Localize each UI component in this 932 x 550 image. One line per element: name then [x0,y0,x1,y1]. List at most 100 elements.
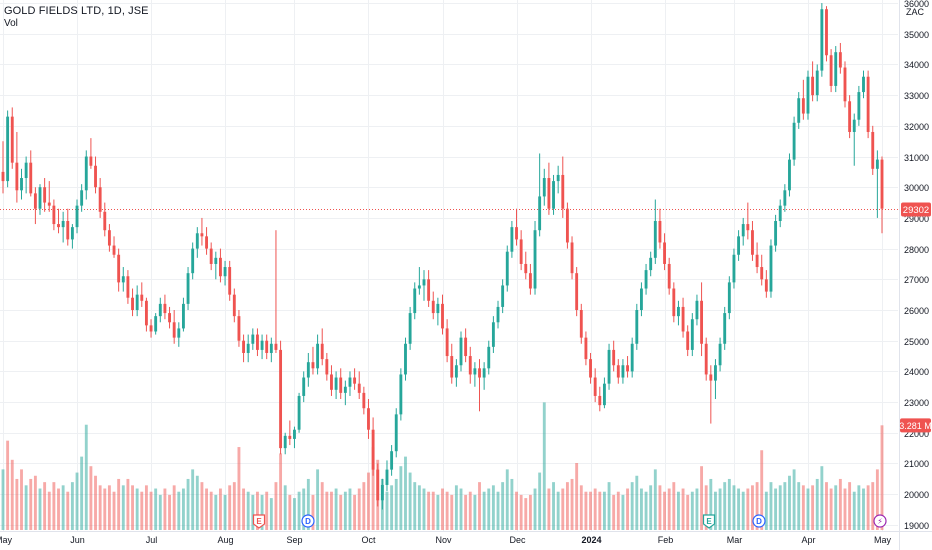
candle-body [690,319,694,350]
candle-body [834,52,838,86]
candle [353,368,357,390]
volume-bar [871,482,875,530]
candle [195,227,199,258]
candle-body [10,116,14,163]
volume-bar [547,488,551,530]
time-axis[interactable]: May Jun Jul Aug Sep Oct Nov Dec 2024 Feb Mar Apr May [0,535,891,545]
volume-bar [38,488,42,530]
candle-body [311,362,315,369]
candle-body [737,236,741,255]
volume-bar [584,491,588,530]
candle [362,386,366,415]
volume-bar [135,488,139,530]
candle [163,294,167,320]
volume-bar [57,488,60,530]
volume-bar [783,482,787,530]
candle-body [727,282,731,314]
candle [732,248,736,289]
candle [325,352,329,381]
candle-body [649,257,653,271]
event-marker-label: D [756,517,762,526]
volume-bar [408,472,412,530]
candle [94,156,97,194]
volume-bar [80,456,84,530]
candle [10,107,14,169]
candle [80,184,84,212]
volume-bar [339,494,343,530]
candle-body [598,395,602,406]
candle-body [242,340,246,353]
candle [427,270,431,307]
candle [575,267,579,317]
volume-bar [862,488,865,530]
volume-bar [612,494,616,530]
price-tick-label: 19000 [904,521,929,531]
candle [737,230,741,261]
volume-bar [283,485,287,530]
candle [644,263,648,295]
candle-body [436,303,440,314]
volume-bar [98,485,102,530]
volume-bar [880,425,884,530]
candle-body [117,254,121,283]
candle [746,202,750,240]
candle-body [621,365,625,378]
candle [75,199,79,234]
candle [311,346,315,375]
candle-body [635,310,639,344]
volume-bar [390,485,394,530]
candle-body [200,233,204,237]
candles [1,3,884,510]
volume-bar [172,485,176,530]
candle [232,288,236,323]
price-tick-label: 25000 [904,337,929,347]
candle [626,356,629,378]
candle [357,371,361,400]
candle [431,291,435,320]
candle-body [33,193,37,209]
volume-bar [144,485,148,530]
candle-body [570,242,574,274]
candle [84,150,88,200]
candle-body [20,178,23,191]
price-axis[interactable]: 19000 20000 21000 22000 23000 24000 25000 26000… [904,0,929,531]
candle [24,156,28,194]
candle-body [718,343,722,366]
candle-body [751,230,754,255]
volume-bar [843,488,847,530]
volume-bar [445,491,449,530]
candle [635,303,639,350]
candle-body [579,310,583,338]
volume-bar [24,485,28,530]
candle [639,282,643,317]
candle-body [487,346,491,369]
candle [482,362,486,390]
candle [186,267,190,311]
candle-body [616,365,620,378]
candle-body [806,76,810,114]
price-tick-label: 28000 [904,245,929,255]
candle-body [653,220,657,258]
candle-body [584,337,588,360]
volume-bar [496,491,500,530]
candle [686,325,690,357]
candle [191,242,195,280]
volume-bar [404,456,407,530]
candle [871,125,875,175]
volume-bar [242,488,246,530]
candle [653,199,657,264]
candle [413,282,417,320]
volume-bar [353,494,357,530]
volume-bar [237,447,241,530]
candle [348,371,352,396]
candle [330,365,333,396]
volume-bar [343,491,347,530]
currency-label[interactable]: ZAC [906,7,924,17]
candle-body [612,349,616,366]
candle-body [195,233,199,249]
volume-bar [140,491,144,530]
candle [6,110,10,188]
candle-body [70,227,74,240]
event-marker-D: D [752,514,766,528]
candle-body [219,257,222,277]
